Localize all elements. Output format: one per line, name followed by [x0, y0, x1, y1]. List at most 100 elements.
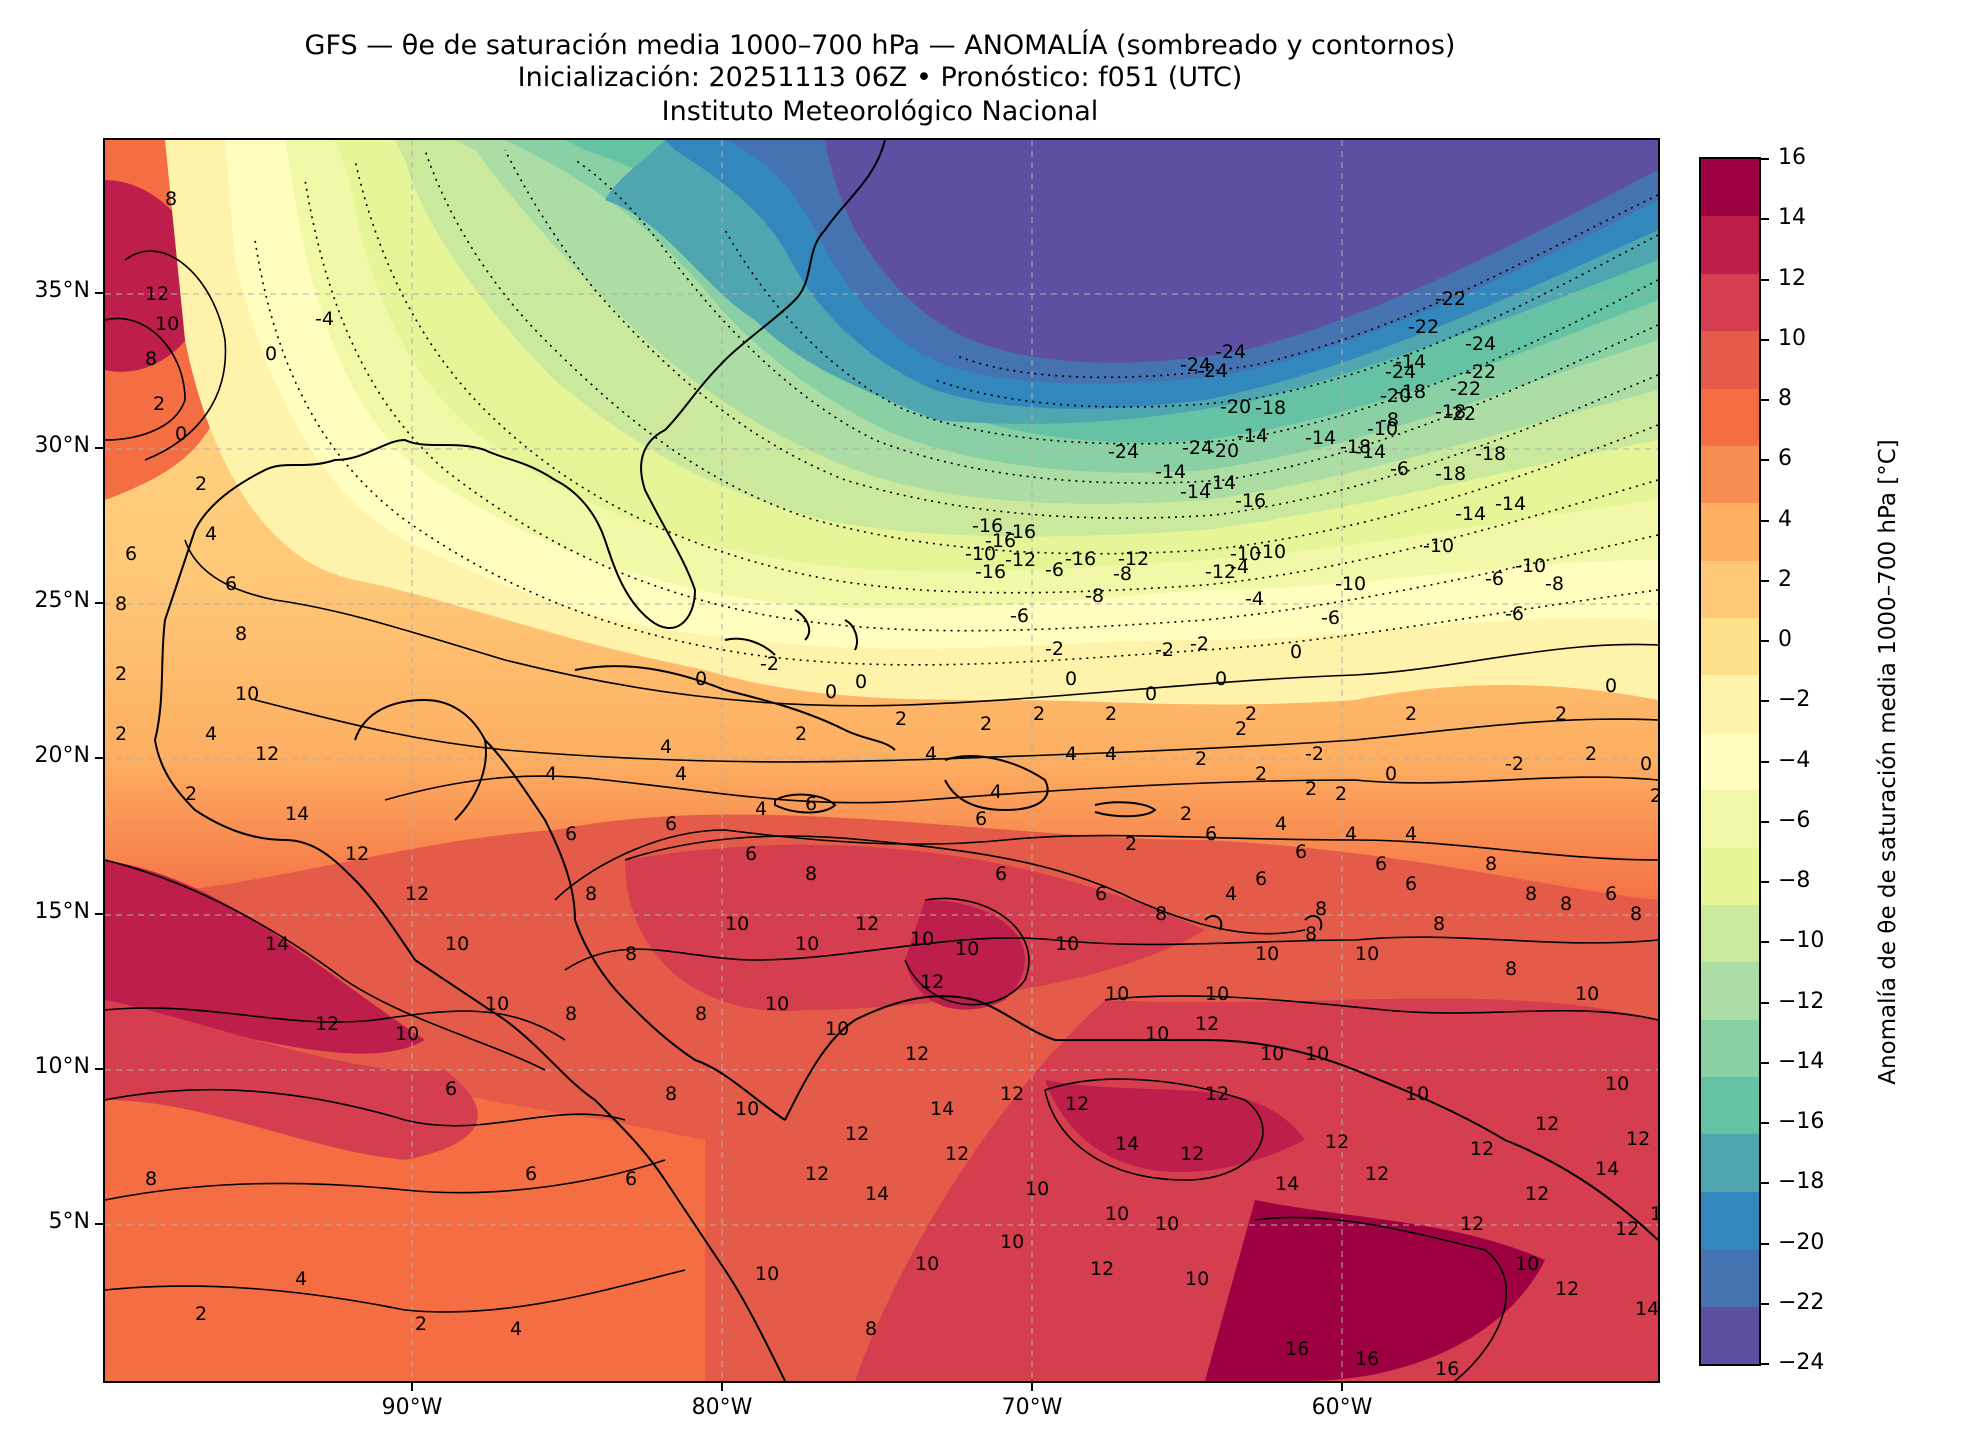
contour-label: 12: [845, 1123, 869, 1145]
anomaly-map: -22 -18 -22 -14 -24 -20 -10 -6 -8 -14 -2…: [105, 140, 1658, 1381]
contour-label: 10: [1145, 1023, 1169, 1045]
lat-tick-25n: 25°N: [34, 588, 90, 613]
colorbar-tick-label: 16: [1778, 145, 1806, 170]
contour-label: -10: [1367, 418, 1398, 440]
colorbar-segment: [1701, 273, 1759, 333]
colorbar-tickmark: [1761, 1122, 1769, 1124]
contour-label: 0: [825, 681, 837, 703]
lat-tickmark: [95, 913, 103, 915]
colorbar-segment: [1701, 732, 1759, 792]
contour-label: 10: [1185, 1268, 1209, 1290]
colorbar-segment: [1701, 445, 1759, 505]
contour-label: -4: [1245, 588, 1264, 610]
colorbar-tick-label: 12: [1778, 265, 1806, 291]
map-panel[interactable]: -22 -18 -22 -14 -24 -20 -10 -6 -8 -14 -2…: [103, 138, 1660, 1383]
contour-label: 10: [395, 1023, 419, 1045]
colorbar-tick-label: −24: [1778, 1350, 1825, 1375]
contour-label: 10: [155, 313, 179, 335]
contour-label: 4: [1105, 743, 1117, 765]
title-line-1: GFS — θe de saturación media 1000–700 hP…: [304, 30, 1456, 61]
contour-label: 12: [1470, 1138, 1494, 1160]
contour-label: 14: [285, 803, 309, 825]
contour-label: 2: [980, 713, 992, 735]
colorbar-tick-label: 8: [1778, 386, 1792, 411]
contour-label: -16: [1005, 521, 1036, 543]
lat-tickmark: [95, 292, 103, 294]
contour-label: 0: [1065, 668, 1077, 690]
lon-tickmark: [721, 1383, 723, 1391]
contour-label: 0: [1215, 668, 1227, 690]
contour-label: 4: [205, 723, 217, 745]
contour-label: 2: [895, 708, 907, 730]
colorbar-segment: [1701, 1249, 1759, 1308]
contour-label: 8: [165, 188, 177, 210]
title-line-2: Inicialización: 20251113 06Z • Pronóstic…: [517, 62, 1243, 93]
contour-label: 2: [1650, 785, 1658, 807]
contour-label: 0: [265, 343, 277, 365]
contour-label: -6: [1010, 605, 1029, 627]
contour-label: -22: [1435, 288, 1466, 310]
contour-label: 10: [1605, 1073, 1629, 1095]
colorbar-segment: [1701, 503, 1759, 562]
colorbar-tickmark: [1761, 519, 1769, 522]
contour-label: 6: [1295, 841, 1307, 863]
contour-label: 12: [1555, 1278, 1579, 1300]
contour-label: 4: [205, 523, 217, 545]
contour-label: -2: [1305, 743, 1324, 765]
colorbar-tickmark: [1761, 1363, 1769, 1365]
contour-label: -22: [1465, 361, 1496, 383]
contour-label: 6: [565, 823, 577, 845]
contour-label: -6: [1505, 603, 1524, 625]
colorbar-segment: [1701, 1306, 1759, 1364]
contour-label: -6: [1321, 607, 1340, 629]
contour-label: 2: [115, 723, 127, 745]
contour-label: 6: [975, 808, 987, 830]
contour-label: 12: [145, 283, 169, 305]
lat-tick-30n: 30°N: [34, 433, 90, 458]
contour-label: 8: [565, 1003, 577, 1025]
contour-label: 10: [825, 1018, 849, 1040]
field-14a: [905, 900, 1026, 1010]
contour-label: -10: [1335, 573, 1366, 595]
contour-label: -16: [1235, 490, 1266, 512]
colorbar-tick-label: −22: [1778, 1289, 1825, 1315]
contour-label: -14: [1495, 493, 1526, 515]
contour-label: -14: [1155, 461, 1186, 483]
contour-label: 6: [125, 543, 137, 565]
contour-label: 6: [1375, 853, 1387, 875]
contour-label: 4: [1345, 823, 1357, 845]
colorbar-tick-label: −4: [1778, 747, 1811, 773]
contour-label: -24: [1197, 360, 1228, 382]
contour-label: -16: [972, 515, 1003, 537]
contour-label: 8: [805, 863, 817, 885]
colorbar-tick-label: −16: [1778, 1109, 1825, 1134]
contour-label: -10: [965, 543, 996, 565]
colorbar-tick-label: 2: [1778, 566, 1792, 592]
contour-label: 12: [1365, 1163, 1389, 1185]
contour-label: 12: [945, 1143, 969, 1165]
contour-label: 12: [1626, 1128, 1650, 1150]
contour-label: -18: [1255, 397, 1286, 419]
contour-label: -12: [1005, 549, 1036, 571]
contour-label: -14: [1305, 427, 1336, 449]
contour-label: 16: [1355, 1348, 1379, 1370]
colorbar-segment: [1701, 1019, 1759, 1079]
contour-label: 8: [1315, 898, 1327, 920]
colorbar-tick-label: 10: [1778, 325, 1806, 351]
colorbar-tick-label: 14: [1778, 205, 1806, 231]
contour-label: 2: [1180, 803, 1192, 825]
colorbar-segment: [1701, 1191, 1759, 1251]
contour-label: 4: [755, 798, 767, 820]
colorbar-tickmark: [1761, 760, 1769, 763]
contour-label: -18: [1395, 381, 1426, 403]
contour-label: 8: [1485, 853, 1497, 875]
contour-label: 10: [485, 993, 509, 1015]
contour-label: 2: [1255, 763, 1267, 785]
contour-label: 4: [510, 1318, 522, 1340]
colorbar-tickmark: [1761, 459, 1769, 462]
contour-label: 14: [1115, 1133, 1139, 1155]
colorbar-tickmark: [1761, 338, 1769, 341]
colorbar-tick-label: 4: [1778, 506, 1792, 532]
contour-label: 0: [855, 671, 867, 693]
contour-label: -18: [1340, 436, 1371, 458]
